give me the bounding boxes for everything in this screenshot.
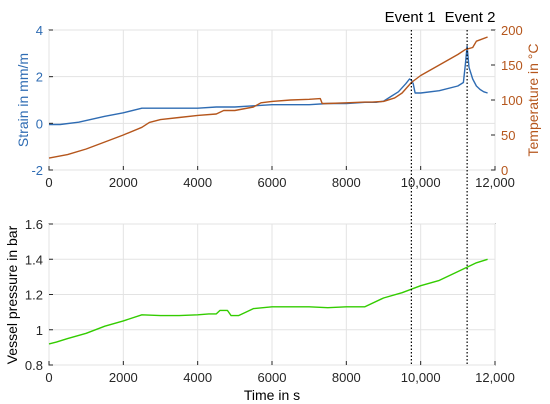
pressure-series-line	[48, 258, 488, 345]
event-1-label: Event 1	[385, 9, 436, 26]
top-right-tick-label: 150	[501, 58, 523, 73]
bottom-x-tick-label: 6000	[258, 370, 287, 385]
top-x-tick-label: 8000	[332, 175, 361, 190]
bottom-y-tick-label: 1.4	[25, 252, 43, 267]
top-left-tick-label: 0	[36, 116, 43, 131]
top-right-tick-label: 50	[501, 128, 515, 143]
top-x-tick-label: 6000	[258, 175, 287, 190]
top-x-tick-label: 4000	[183, 175, 212, 190]
bottom-x-tick-label: 12,000	[475, 370, 515, 385]
bottom-x-tick-label: 2000	[109, 370, 138, 385]
top-right-tick-label: 0	[501, 163, 508, 178]
top-x-tick-label: 2000	[109, 175, 138, 190]
grid-layer	[48, 29, 496, 366]
bottom-x-tick-label: 8000	[332, 370, 361, 385]
bottom-x-tick-label: 4000	[183, 370, 212, 385]
event-2-label: Event 2	[445, 9, 496, 26]
top-left-axis-label: Strain in mm/m	[15, 53, 31, 147]
top-right-tick-label: 100	[501, 93, 523, 108]
top-x-tick-label: 12,000	[475, 175, 515, 190]
bottom-y-tick-label: 1.2	[25, 288, 43, 303]
top-left-tick-label: -2	[31, 163, 43, 178]
top-left-tick-label: 4	[36, 23, 43, 38]
top-x-tick-label: 10,000	[401, 175, 441, 190]
tick-layer: 0 2000 4000 6000 8000 10,000 12,000-2024050100…	[25, 23, 523, 385]
bottom-x-axis-label: Time in s	[244, 387, 300, 403]
bottom-x-tick-label: 10,000	[401, 370, 441, 385]
bottom-y-tick-label: 1	[36, 323, 43, 338]
series-layer	[48, 36, 488, 345]
temperature-series-line	[48, 36, 488, 159]
top-right-axis-label: Temperature in °C	[525, 44, 541, 157]
bottom-x-tick-label: 0	[45, 370, 52, 385]
top-x-tick-label: 0	[45, 175, 52, 190]
top-left-tick-label: 2	[36, 70, 43, 85]
bottom-y-tick-label: 0.8	[25, 358, 43, 373]
bottom-y-axis-label: Vessel pressure in bar	[4, 225, 20, 364]
bottom-y-tick-label: 1.6	[25, 217, 43, 232]
top-right-tick-label: 200	[501, 23, 523, 38]
